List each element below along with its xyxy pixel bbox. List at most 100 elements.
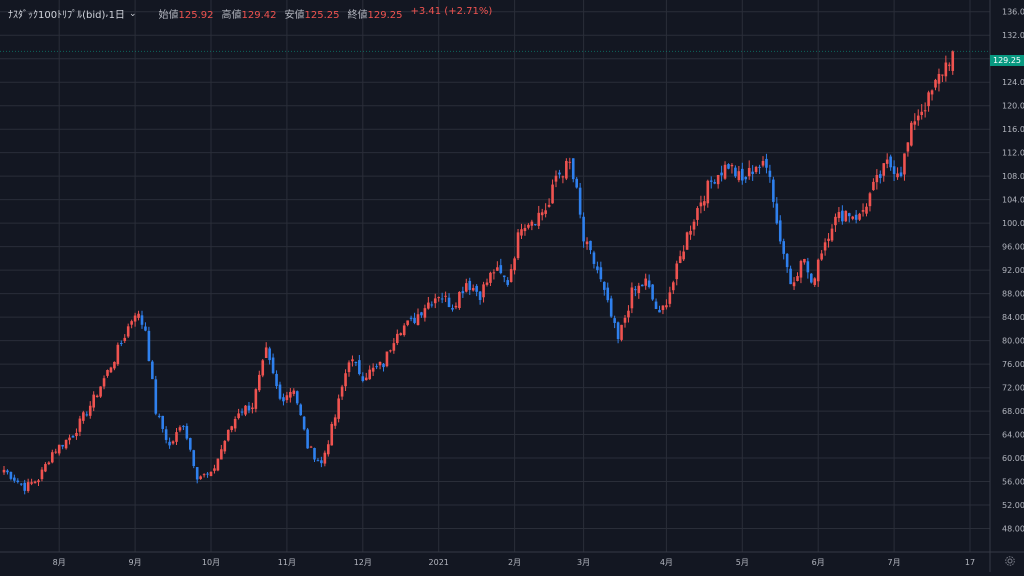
candle-body [609,298,613,317]
candle-body [178,427,182,431]
candle-body [527,224,530,228]
candle-body [841,210,844,222]
candle-body [26,482,30,492]
candle-body [730,164,734,167]
candle-body [689,230,692,235]
candle-body [447,297,451,308]
price-tick-label: 136.00 [1002,8,1024,17]
candle-body [578,187,582,215]
candle-body [727,164,730,169]
candle-body [240,411,244,413]
price-tick-label: 52.00 [1002,501,1024,510]
candle-body [923,110,927,112]
candle-body [399,333,403,336]
candle-body [465,283,468,292]
price-axis[interactable]: 48.00 52.00 56.00 60.00 64.00 68.00 72.00 76.00… [1002,8,1024,534]
candle-body [899,172,903,177]
candle-body [913,121,917,125]
candle-body [285,395,289,401]
candle-body [930,90,934,95]
candle-body [478,291,482,300]
low-value: 125.25 [304,10,340,21]
low-label: 安値 [284,10,305,21]
time-axis[interactable]: 8月 9月 10月 11月 12月 2021 2月 3月 4月 5月 6月 7月 17 [53,558,975,567]
price-tick-label: 108.00 [1002,172,1024,181]
candle-body [13,477,16,481]
candle-body [523,228,527,232]
open-label: 始値 [158,10,179,21]
symbol-separator: , [105,8,109,19]
candle-body [213,468,216,471]
candle-body [768,170,772,177]
candle-body [185,426,189,439]
time-tick-label: 5月 [736,558,749,567]
candle-body [223,440,227,452]
candle-body [226,429,230,441]
candle-body [161,415,164,429]
candle-body [651,284,654,300]
candle-body [47,462,51,465]
price-tick-label: 92.00 [1002,266,1024,275]
candle-body [502,275,506,278]
high-label: 高値 [221,10,242,21]
candle-body [810,273,813,283]
candle-body [820,253,823,260]
candle-body [333,417,337,426]
candle-body [844,210,848,222]
gear-icon[interactable] [1004,555,1016,567]
candle-body [754,166,758,173]
time-tick-label: 8月 [53,558,66,567]
candle-body [837,212,841,219]
candle-body [157,415,161,417]
candle-body [571,158,575,180]
candle-body [920,111,923,116]
candle-body [37,480,40,483]
candle-body [40,469,44,480]
candle-body [737,171,741,181]
price-tick-label: 80.00 [1002,337,1024,346]
candle-body [413,317,416,323]
candle-body [368,369,371,380]
price-tick-label: 132.00 [1002,31,1024,40]
candle-body [402,325,406,336]
symbol-name[interactable]: ﾅｽﾀﾞｯｸ100ﾄﾘﾌﾟﾙ(bid) [8,10,106,21]
price-tick-label: 112.00 [1002,149,1024,158]
time-tick-label: 9月 [129,558,142,567]
price-tick-label: 120.00 [1002,102,1024,111]
candle-body [744,176,748,180]
candle-body [713,182,716,184]
candle-body [644,278,647,286]
time-tick-label: 2021 [429,558,449,567]
chevron-down-icon[interactable]: ⌄ [128,8,137,19]
candle-body [499,265,503,274]
candle-body [54,451,58,453]
candle-body [658,309,661,313]
candle-body [551,184,554,204]
candle-body [92,394,95,408]
candle-body [409,317,413,319]
candle-body [364,377,368,381]
candle-body [396,333,399,344]
time-tick-label: 10月 [202,558,220,567]
candle-body [389,350,392,352]
time-tick-label: 17 [965,558,975,567]
candle-body [116,344,120,365]
candle-body [295,391,299,404]
candle-body [337,398,340,419]
interval-label[interactable]: 1日 [108,10,125,21]
candle-body [199,476,202,479]
candle-body [854,214,858,220]
candle-body [261,360,265,376]
candle-body [171,441,175,444]
candle-body [509,269,513,283]
candle-body [789,268,792,285]
candle-body [468,280,472,290]
candle-body [440,298,444,300]
candle-body [599,267,603,280]
candle-body [316,460,320,462]
candle-body [57,444,61,454]
candle-body [747,167,751,177]
